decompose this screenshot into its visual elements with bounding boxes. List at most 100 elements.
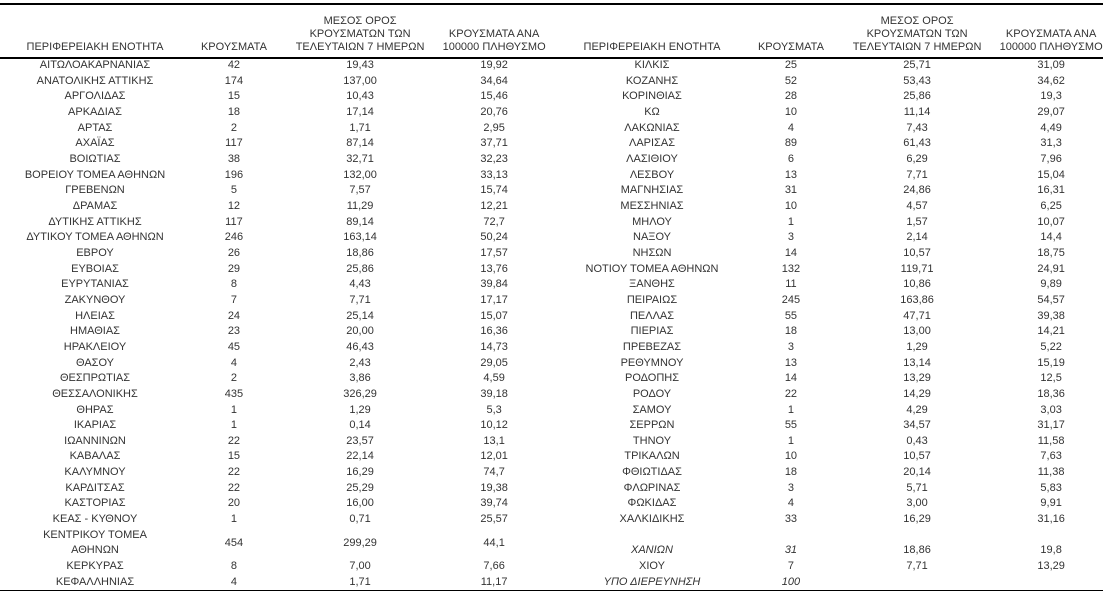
- per100k-cell: 14,4: [1040, 231, 1062, 244]
- region-name-cell: ΦΩΚΙΔΑΣ: [627, 497, 677, 510]
- table-row: ΠΙΕΡΙΑΣ 18 13,00 14,21: [557, 324, 1103, 340]
- cases-cell: 1: [787, 434, 794, 447]
- per100k-cell: 5,22: [1040, 340, 1062, 353]
- avg7-cell: 18,86: [903, 544, 931, 557]
- avg7-cell: 16,29: [346, 466, 374, 479]
- cases-cell: 31: [784, 184, 798, 197]
- per100k-cell: 44,1: [483, 536, 505, 549]
- avg7-cell: 16,29: [903, 513, 931, 526]
- region-name-cell: ΑΧΑΪΑΣ: [75, 137, 115, 150]
- avg7-cell: 4,29: [906, 403, 928, 416]
- per100k-cell: 4,59: [483, 372, 505, 385]
- table-row: ΛΑΚΩΝΙΑΣ 4 7,43 4,49: [557, 121, 1103, 137]
- per100k-cell: 34,64: [480, 74, 508, 87]
- avg7-cell: 46,43: [346, 340, 374, 353]
- cases-cell: 31: [784, 544, 798, 557]
- region-header: ΠΕΡΙΦΕΡΕΙΑΚΗ ΕΝΟΤΗΤΑ: [583, 41, 721, 53]
- table-row: ΘΕΣΠΡΩΤΙΑΣ 2 3,86 4,59: [0, 371, 546, 387]
- region-name-cell: ΛΑΚΩΝΙΑΣ: [624, 121, 680, 134]
- avg7-cell: 2,43: [349, 356, 371, 369]
- avg7-cell: 0,71: [349, 513, 371, 526]
- table-row: ΑΧΑΪΑΣ 117 87,14 37,71: [0, 136, 546, 152]
- avg7-cell: [835, 575, 999, 591]
- cases-cell: 23: [227, 325, 241, 338]
- cases-cell: 2: [230, 121, 237, 134]
- table-row: ΑΝΑΤΟΛΙΚΗΣ ΑΤΤΙΚΗΣ 174 137,00 34,64: [0, 74, 546, 90]
- cases-cell: 2: [230, 372, 237, 385]
- region-name-cell: ΚΕΦΑΛΛΗΝΙΑΣ: [55, 575, 135, 588]
- table-row: ΦΘΙΩΤΙΔΑΣ 18 20,14 11,38: [557, 465, 1103, 481]
- table-row: ΧΙΟΥ 7 7,71 13,29: [557, 559, 1103, 575]
- avg7-cell: 25,86: [346, 262, 374, 275]
- table-row: ΦΛΩΡΙΝΑΣ 3 5,71 5,83: [557, 481, 1103, 497]
- region-name-cell: ΕΥΒΟΙΑΣ: [71, 262, 119, 275]
- per100k-cell: 9,91: [1040, 497, 1062, 510]
- per100k-cell: 10,12: [480, 419, 508, 432]
- per100k-cell: 12,01: [480, 450, 508, 463]
- cases-cell: [747, 528, 835, 544]
- per100k-cell: 14,21: [1037, 325, 1065, 338]
- table-row: ΤΡΙΚΑΛΩΝ 10 10,57 7,63: [557, 449, 1103, 465]
- per100k-cell: 20,76: [480, 106, 508, 119]
- table-row: ΣΕΡΡΩΝ 55 34,57 31,17: [557, 418, 1103, 434]
- table-row: ΚΑΣΤΟΡΙΑΣ 20 16,00 39,74: [0, 496, 546, 512]
- region-name-cell: ΠΕΙΡΑΙΩΣ: [626, 293, 678, 306]
- table-row: ΡΟΔΟΥ 22 14,29 18,36: [557, 387, 1103, 403]
- region-name-cell: ΗΜΑΘΙΑΣ: [70, 325, 120, 338]
- cases-cell: 22: [227, 434, 241, 447]
- region-name-cell: ΖΑΚΥΝΘΟΥ: [64, 293, 126, 306]
- cases-cell: 1: [230, 403, 237, 416]
- per100k-cell: 17,57: [480, 246, 508, 259]
- cases-cell: 100: [781, 575, 801, 588]
- region-name-cell: ΔΥΤΙΚΟΥ ΤΟΜΕΑ ΑΘΗΝΩΝ: [26, 231, 164, 244]
- table-row: ΤΗΝΟΥ 1 0,43 11,58: [557, 434, 1103, 450]
- left-table-header: ΠΕΡΙΦΕΡΕΙΑΚΗ ΕΝΟΤΗΤΑ ΚΡΟΥΣΜΑΤΑ ΜΕΣΟΣ ΟΡΟ…: [0, 5, 546, 58]
- table-row: ΜΗΛΟΥ 1 1,57 10,07: [557, 215, 1103, 231]
- cases-cell: 18: [227, 106, 241, 119]
- region-header: ΠΕΡΙΦΕΡΕΙΑΚΗ ΕΝΟΤΗΤΑ: [26, 41, 164, 53]
- region-name-cell: ΚΑΡΔΙΤΣΑΣ: [65, 481, 125, 494]
- cases-cell: 8: [230, 560, 237, 573]
- avg7-cell: 23,57: [346, 434, 374, 447]
- per100k-cell: 9,89: [1040, 278, 1062, 291]
- avg7-cell: 4,57: [906, 199, 928, 212]
- cases-cell: 33: [784, 513, 798, 526]
- per100k-cell: 11,58: [1037, 434, 1065, 447]
- avg7-cell: 0,43: [906, 434, 928, 447]
- per100k-cell: 32,23: [480, 153, 508, 166]
- region-name-cell: ΚΟΡΙΝΘΙΑΣ: [622, 90, 682, 103]
- table-row: ΜΑΓΝΗΣΙΑΣ 31 24,86 16,31: [557, 183, 1103, 199]
- region-name-cell: ΑΡΤΑΣ: [77, 121, 113, 134]
- region-name-cell: ΣΕΡΡΩΝ: [629, 419, 675, 432]
- per100k-cell: 16,36: [480, 325, 508, 338]
- avg7-cell: 7,71: [906, 168, 928, 181]
- region-name-cell: ΠΙΕΡΙΑΣ: [630, 325, 674, 338]
- header-rule: [0, 57, 1103, 59]
- per100k-cell: 29,05: [480, 356, 508, 369]
- cases-cell: 10: [784, 106, 798, 119]
- cases-cell: 174: [224, 74, 244, 87]
- table-row: ΧΑΝΙΩΝ 31 18,86 19,8: [557, 543, 1103, 559]
- per100k-cell: 13,76: [480, 262, 508, 275]
- avg7-cell: 87,14: [346, 137, 374, 150]
- table-row: ΗΜΑΘΙΑΣ 23 20,00 16,36: [0, 324, 546, 340]
- avg7-cell: 89,14: [346, 215, 374, 228]
- per100k-cell: 5,83: [1040, 481, 1062, 494]
- table-row: ΘΕΣΣΑΛΟΝΙΚΗΣ 435 326,29 39,18: [0, 387, 546, 403]
- table-row: ΧΑΛΚΙΔΙΚΗΣ 33 16,29 31,16: [557, 512, 1103, 528]
- per100k-cell: 7,63: [1040, 450, 1062, 463]
- region-name-cell: ΙΚΑΡΙΑΣ: [73, 419, 117, 432]
- region-name-cell: ΡΟΔΟΠΗΣ: [624, 372, 680, 385]
- cases-cell: 1: [787, 215, 794, 228]
- region-name-cell: ΘΗΡΑΣ: [76, 403, 114, 416]
- cases-cell: 7: [230, 293, 237, 306]
- region-name-cell: ΜΗΛΟΥ: [632, 215, 672, 228]
- cases-header: ΚΡΟΥΣΜΑΤΑ: [200, 41, 267, 53]
- region-name-cell: ΛΕΣΒΟΥ: [629, 168, 675, 181]
- cases-cell: 15: [227, 450, 241, 463]
- cases-cell: 1: [787, 403, 794, 416]
- cases-cell: 3: [787, 481, 794, 494]
- region-name-cell: ΕΒΡΟΥ: [76, 246, 114, 259]
- table-row: ΑΡΤΑΣ 2 1,71 2,95: [0, 121, 546, 137]
- region-name-cell: ΠΕΛΛΑΣ: [629, 309, 675, 322]
